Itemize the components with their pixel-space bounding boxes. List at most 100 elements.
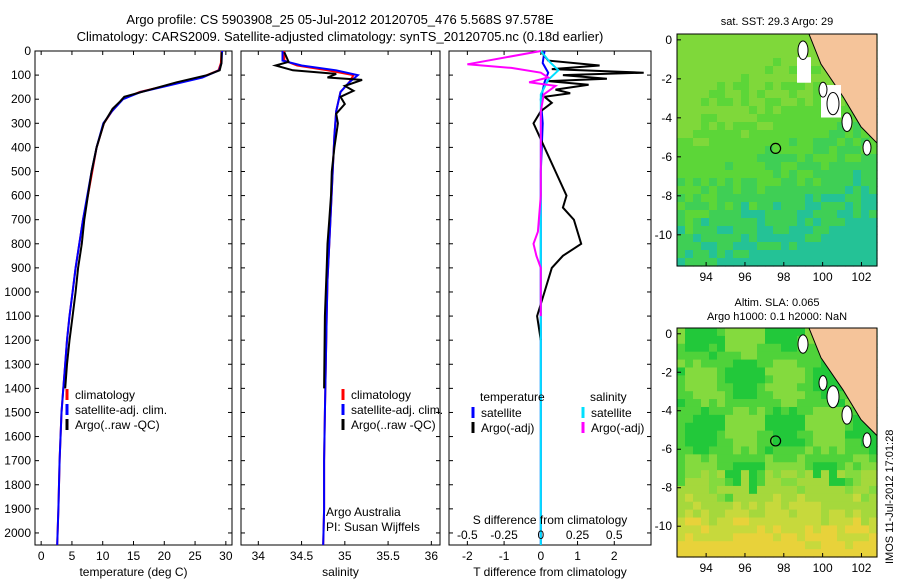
map-cell [717, 383, 726, 392]
map-cell [677, 359, 686, 369]
map-cell [709, 375, 718, 384]
map-cell [757, 66, 766, 75]
map-cell [829, 422, 838, 432]
map-cell [749, 375, 758, 384]
map-cell [781, 138, 790, 147]
map-cell [709, 328, 718, 337]
map-cell [853, 138, 862, 147]
map-cell [677, 422, 686, 432]
map-cell [677, 493, 686, 503]
map-cell [701, 430, 710, 440]
map-cell [821, 218, 830, 227]
map-cell [805, 170, 814, 179]
legend-entry: climatology [351, 388, 411, 402]
map-cell [813, 258, 822, 267]
map-cell [797, 98, 806, 107]
map-cell [701, 194, 710, 203]
map-cell [709, 454, 718, 463]
map-tick-label: 94 [699, 561, 713, 575]
map-cell [773, 383, 782, 392]
map-cell [773, 501, 782, 511]
legend-entry: Argo(..raw -QC) [75, 418, 160, 432]
map-cell [773, 367, 782, 376]
map-cell [717, 517, 726, 527]
map-cell [797, 90, 806, 99]
map-tick-label: -4 [661, 404, 672, 418]
map-cell [765, 541, 774, 550]
depth-tick-label: 1500 [4, 405, 31, 419]
map-cell [693, 154, 702, 163]
x-tick-label: 0 [38, 549, 45, 563]
map-cell [813, 351, 822, 361]
map-cell [781, 34, 790, 43]
map-cell [733, 82, 742, 91]
map-cell [773, 454, 782, 463]
map-cell [693, 42, 702, 51]
map-cell [741, 170, 750, 179]
map-cell [829, 178, 838, 187]
map-cell [805, 462, 814, 471]
map-cell [677, 234, 686, 243]
map-cell [677, 549, 686, 558]
map-cell [741, 34, 750, 43]
map-cell [765, 485, 774, 495]
map-cell [781, 493, 790, 503]
map-cell [709, 106, 718, 115]
map-cell [781, 430, 790, 440]
series-line [467, 50, 559, 317]
legend-heading: salinity [590, 390, 627, 404]
map-cell [725, 146, 734, 155]
map-cell [773, 42, 782, 51]
map-cell [757, 351, 766, 361]
map-cell [725, 74, 734, 83]
map-cell [845, 250, 854, 259]
series-line [56, 50, 223, 546]
map-cell [685, 478, 694, 487]
map-cell [725, 367, 734, 376]
map-cell [677, 258, 686, 267]
map-cell [773, 258, 782, 267]
legend-heading: temperature [480, 390, 545, 404]
map-cell [701, 438, 710, 448]
map-cell [829, 218, 838, 227]
map-cell [757, 375, 766, 384]
map-cell [757, 470, 766, 479]
map-cell [789, 234, 798, 243]
map-cell [813, 478, 822, 487]
map-cell [677, 74, 686, 83]
map-cell [829, 517, 838, 527]
map-cell [869, 258, 878, 267]
annotation-text: Argo Australia [326, 505, 401, 519]
map-cell [765, 210, 774, 219]
map-cell [773, 98, 782, 107]
map-cell [797, 462, 806, 471]
map-cell [717, 194, 726, 203]
map-cell [813, 391, 822, 400]
map-cell [717, 501, 726, 511]
map-cell [733, 533, 742, 542]
map-cell [757, 58, 766, 67]
map-cell [789, 422, 798, 432]
map-cell [741, 218, 750, 227]
map-cell [781, 122, 790, 131]
map-cell [677, 501, 686, 511]
map-cell [861, 517, 870, 527]
map-cell [853, 493, 862, 503]
map-cell [693, 178, 702, 187]
map-cell [805, 226, 814, 235]
map-cell [709, 493, 718, 503]
map-cell [789, 242, 798, 251]
map-cell [829, 485, 838, 495]
map-cell [781, 226, 790, 235]
map-cell [693, 66, 702, 75]
map-cell [741, 485, 750, 495]
map-cell [765, 351, 774, 361]
map-cell [685, 549, 694, 558]
map-cell [701, 210, 710, 219]
map-cell [869, 138, 878, 147]
map-cell [757, 549, 766, 558]
map-cell [837, 162, 846, 171]
map-cell [701, 478, 710, 487]
map-cell [733, 517, 742, 527]
map-cell [709, 82, 718, 91]
